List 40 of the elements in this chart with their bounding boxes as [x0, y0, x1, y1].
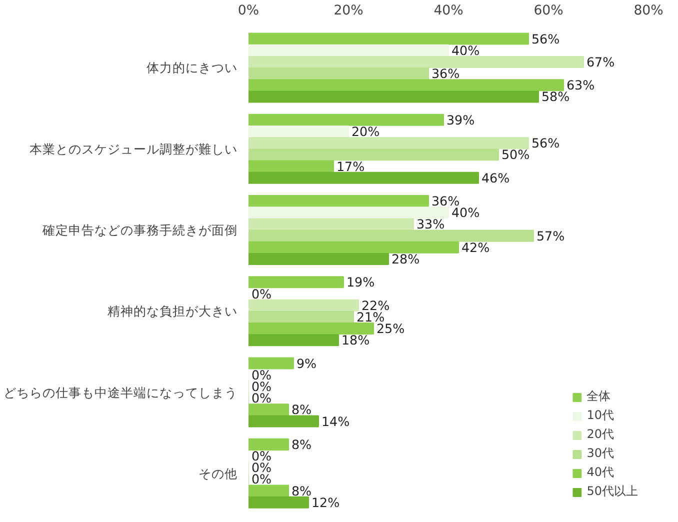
data-label: 14%	[322, 414, 350, 429]
y-tick-label: どちらの仕事も中途半端になってしまう	[4, 384, 238, 400]
legend-label: 40代	[586, 464, 614, 481]
data-label: 67%	[586, 54, 615, 70]
data-label: 33%	[416, 216, 445, 232]
legend-label: 10代	[586, 407, 614, 424]
legend-label: 50代以上	[586, 483, 638, 500]
x-tick-label: 80%	[634, 4, 664, 18]
data-label: 17%	[336, 158, 365, 174]
y-tick-label: その他	[198, 466, 238, 481]
data-label: 8%	[292, 483, 312, 498]
data-label: 0%	[252, 286, 272, 302]
data-label: 8%	[292, 436, 312, 452]
data-label: 8%	[292, 402, 312, 418]
data-label: 40%	[452, 42, 480, 58]
legend-label: 30代	[586, 445, 614, 462]
data-label: 39%	[446, 112, 475, 128]
data-label: 20%	[352, 124, 380, 139]
data-label: 12%	[312, 494, 340, 510]
x-tick-label: 60%	[534, 4, 564, 18]
data-label: 50%	[502, 147, 530, 162]
legend-label: 20代	[586, 426, 614, 443]
data-label: 36%	[432, 66, 460, 82]
y-tick-label: 体力的にきつい	[146, 60, 238, 76]
data-label: 9%	[296, 356, 317, 371]
y-tick-label: 確定申告などの事務手続きが面倒	[42, 222, 238, 238]
data-label: 18%	[342, 332, 370, 348]
data-label: 46%	[482, 170, 510, 186]
data-label: 28%	[392, 251, 420, 266]
data-label: 42%	[462, 240, 490, 255]
data-label: 56%	[532, 136, 560, 151]
x-tick-label: 40%	[434, 4, 464, 18]
data-label: 19%	[346, 274, 375, 290]
y-tick-label: 本業とのスケジュール調整が難しい	[30, 141, 238, 156]
legend-label: 全体	[586, 388, 611, 405]
data-label: 57%	[536, 228, 565, 244]
data-label: 56%	[532, 31, 560, 46]
x-tick-label: 0%	[238, 4, 260, 18]
x-tick-label: 20%	[334, 4, 364, 18]
y-tick-label: 精神的な負担が大きい	[108, 304, 238, 319]
